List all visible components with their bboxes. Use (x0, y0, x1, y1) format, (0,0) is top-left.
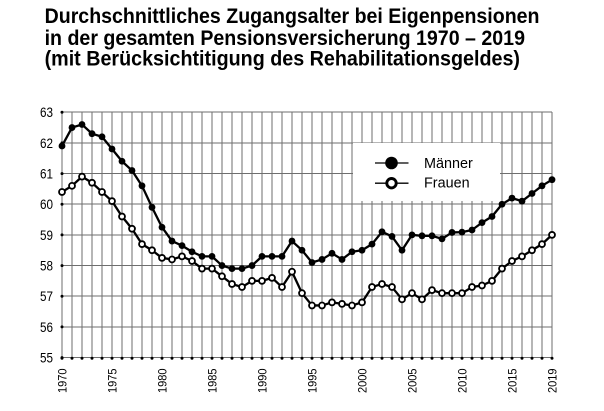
svg-text:Männer: Männer (424, 156, 473, 172)
svg-text:2015: 2015 (506, 368, 520, 393)
svg-text:2005: 2005 (406, 368, 420, 393)
svg-text:58: 58 (40, 259, 53, 274)
svg-text:2000: 2000 (356, 368, 370, 393)
svg-text:1990: 1990 (256, 368, 270, 393)
svg-text:Frauen: Frauen (424, 176, 470, 192)
svg-text:2019: 2019 (546, 368, 560, 393)
svg-text:2010: 2010 (456, 368, 470, 393)
svg-text:1970: 1970 (56, 368, 70, 393)
svg-text:57: 57 (40, 289, 53, 304)
svg-text:1995: 1995 (306, 368, 320, 393)
svg-text:56: 56 (40, 320, 53, 335)
svg-text:55: 55 (40, 351, 53, 366)
svg-text:1985: 1985 (206, 368, 220, 393)
svg-text:59: 59 (40, 228, 53, 243)
svg-text:63: 63 (40, 105, 53, 120)
svg-text:Durchschnittliches Zugangsalte: Durchschnittliches Zugangsalter bei Eige… (45, 4, 540, 28)
svg-text:in der gesamten Pensionsversic: in der gesamten Pensionsversicherung 197… (45, 26, 526, 50)
svg-text:60: 60 (40, 197, 53, 212)
svg-text:62: 62 (40, 136, 53, 151)
svg-text:1980: 1980 (156, 368, 170, 393)
svg-text:1975: 1975 (106, 368, 120, 393)
svg-text:61: 61 (40, 167, 53, 182)
svg-text:(mit Berücksichtitigung des Re: (mit Berücksichtitigung des Rehabilitati… (45, 47, 520, 71)
